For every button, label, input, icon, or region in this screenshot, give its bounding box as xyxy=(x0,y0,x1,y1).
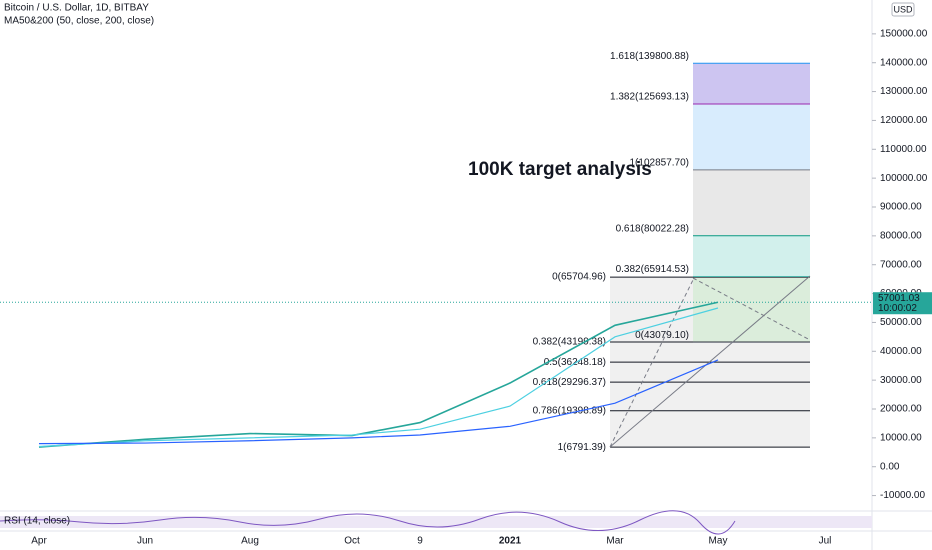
trend-line xyxy=(609,279,694,448)
x-tick-label: Mar xyxy=(606,536,624,547)
fib-ext-label: 1(102857.70) xyxy=(630,158,690,169)
annotation: 100K target analysis xyxy=(468,159,652,180)
fib-label: 0(65704.96) xyxy=(552,272,606,283)
fib-band xyxy=(610,410,810,448)
y-tick-label: 140000.00 xyxy=(880,57,928,68)
fib-band xyxy=(610,382,810,411)
y-tick-label: 30000.00 xyxy=(880,375,922,386)
x-tick-label: Jun xyxy=(137,536,153,547)
fib-label: 1(6791.39) xyxy=(558,442,606,453)
chart-subtitle: MA50&200 (50, close, 200, close) xyxy=(4,16,154,27)
fib-band xyxy=(610,342,810,363)
x-tick-label: Aug xyxy=(241,536,259,547)
countdown: 10:00:02 xyxy=(878,303,917,314)
y-tick-label: -10000.00 xyxy=(880,490,925,501)
fib-ext-band xyxy=(693,63,810,104)
currency-box[interactable] xyxy=(891,2,915,17)
y-tick-label: 90000.00 xyxy=(880,202,922,213)
fib-ext-label: 0.618(80022.28) xyxy=(616,223,689,234)
fib-label: 0.786(19398.89) xyxy=(533,405,606,416)
x-tick-label: May xyxy=(709,536,728,547)
fib-ext-label: 0.382(65914.53) xyxy=(616,264,689,275)
fib-label: 0.5(36248.18) xyxy=(544,357,606,368)
rsi-line xyxy=(0,510,736,535)
rsi-label: RSI (14, close) xyxy=(4,516,70,527)
trend-line xyxy=(609,275,811,448)
y-tick-label: 50000.00 xyxy=(880,317,922,328)
fib-label: 0.618(29296.37) xyxy=(533,377,606,388)
y-tick-label: 70000.00 xyxy=(880,259,922,270)
x-tick-label: Jul xyxy=(819,536,832,547)
y-tick-label: 40000.00 xyxy=(880,346,922,357)
fib-ext-band xyxy=(693,103,810,170)
fib-ext-band xyxy=(693,169,810,236)
y-tick-label: 120000.00 xyxy=(880,115,928,126)
currency: USD xyxy=(893,4,913,14)
y-tick-label: 150000.00 xyxy=(880,28,928,39)
chart-title: Bitcoin / U.S. Dollar, 1D, BITBAY xyxy=(4,3,149,14)
y-tick-label: 110000.00 xyxy=(880,144,927,155)
rsi-band xyxy=(0,516,872,528)
series-line xyxy=(38,301,719,448)
y-tick-label: 80000.00 xyxy=(880,230,922,241)
y-tick-label: 100000.00 xyxy=(880,173,928,184)
fib-label: 0.382(43199.38) xyxy=(533,337,606,348)
y-tick-label: 130000.00 xyxy=(880,86,928,97)
y-tick-label: 0.00 xyxy=(880,461,900,472)
series-line xyxy=(38,307,719,448)
fib-ext-label: 0(43079.10) xyxy=(635,330,689,341)
series-line xyxy=(38,359,719,445)
fib-ext-label: 1.382(125693.13) xyxy=(610,92,689,103)
y-tick-label: 20000.00 xyxy=(880,404,922,415)
fib-band xyxy=(610,362,810,383)
x-tick-label: 2021 xyxy=(499,536,522,547)
last-price: 57001.03 xyxy=(878,293,920,304)
trend-line xyxy=(692,277,811,341)
last-price-box xyxy=(873,292,932,315)
x-tick-label: Oct xyxy=(344,536,360,547)
x-tick-label: Apr xyxy=(31,536,47,547)
x-tick-label: 9 xyxy=(417,536,423,547)
fib-ext-band xyxy=(693,235,810,277)
fib-ext-label: 1.618(139800.88) xyxy=(610,51,689,62)
y-tick-label: 10000.00 xyxy=(880,432,922,443)
